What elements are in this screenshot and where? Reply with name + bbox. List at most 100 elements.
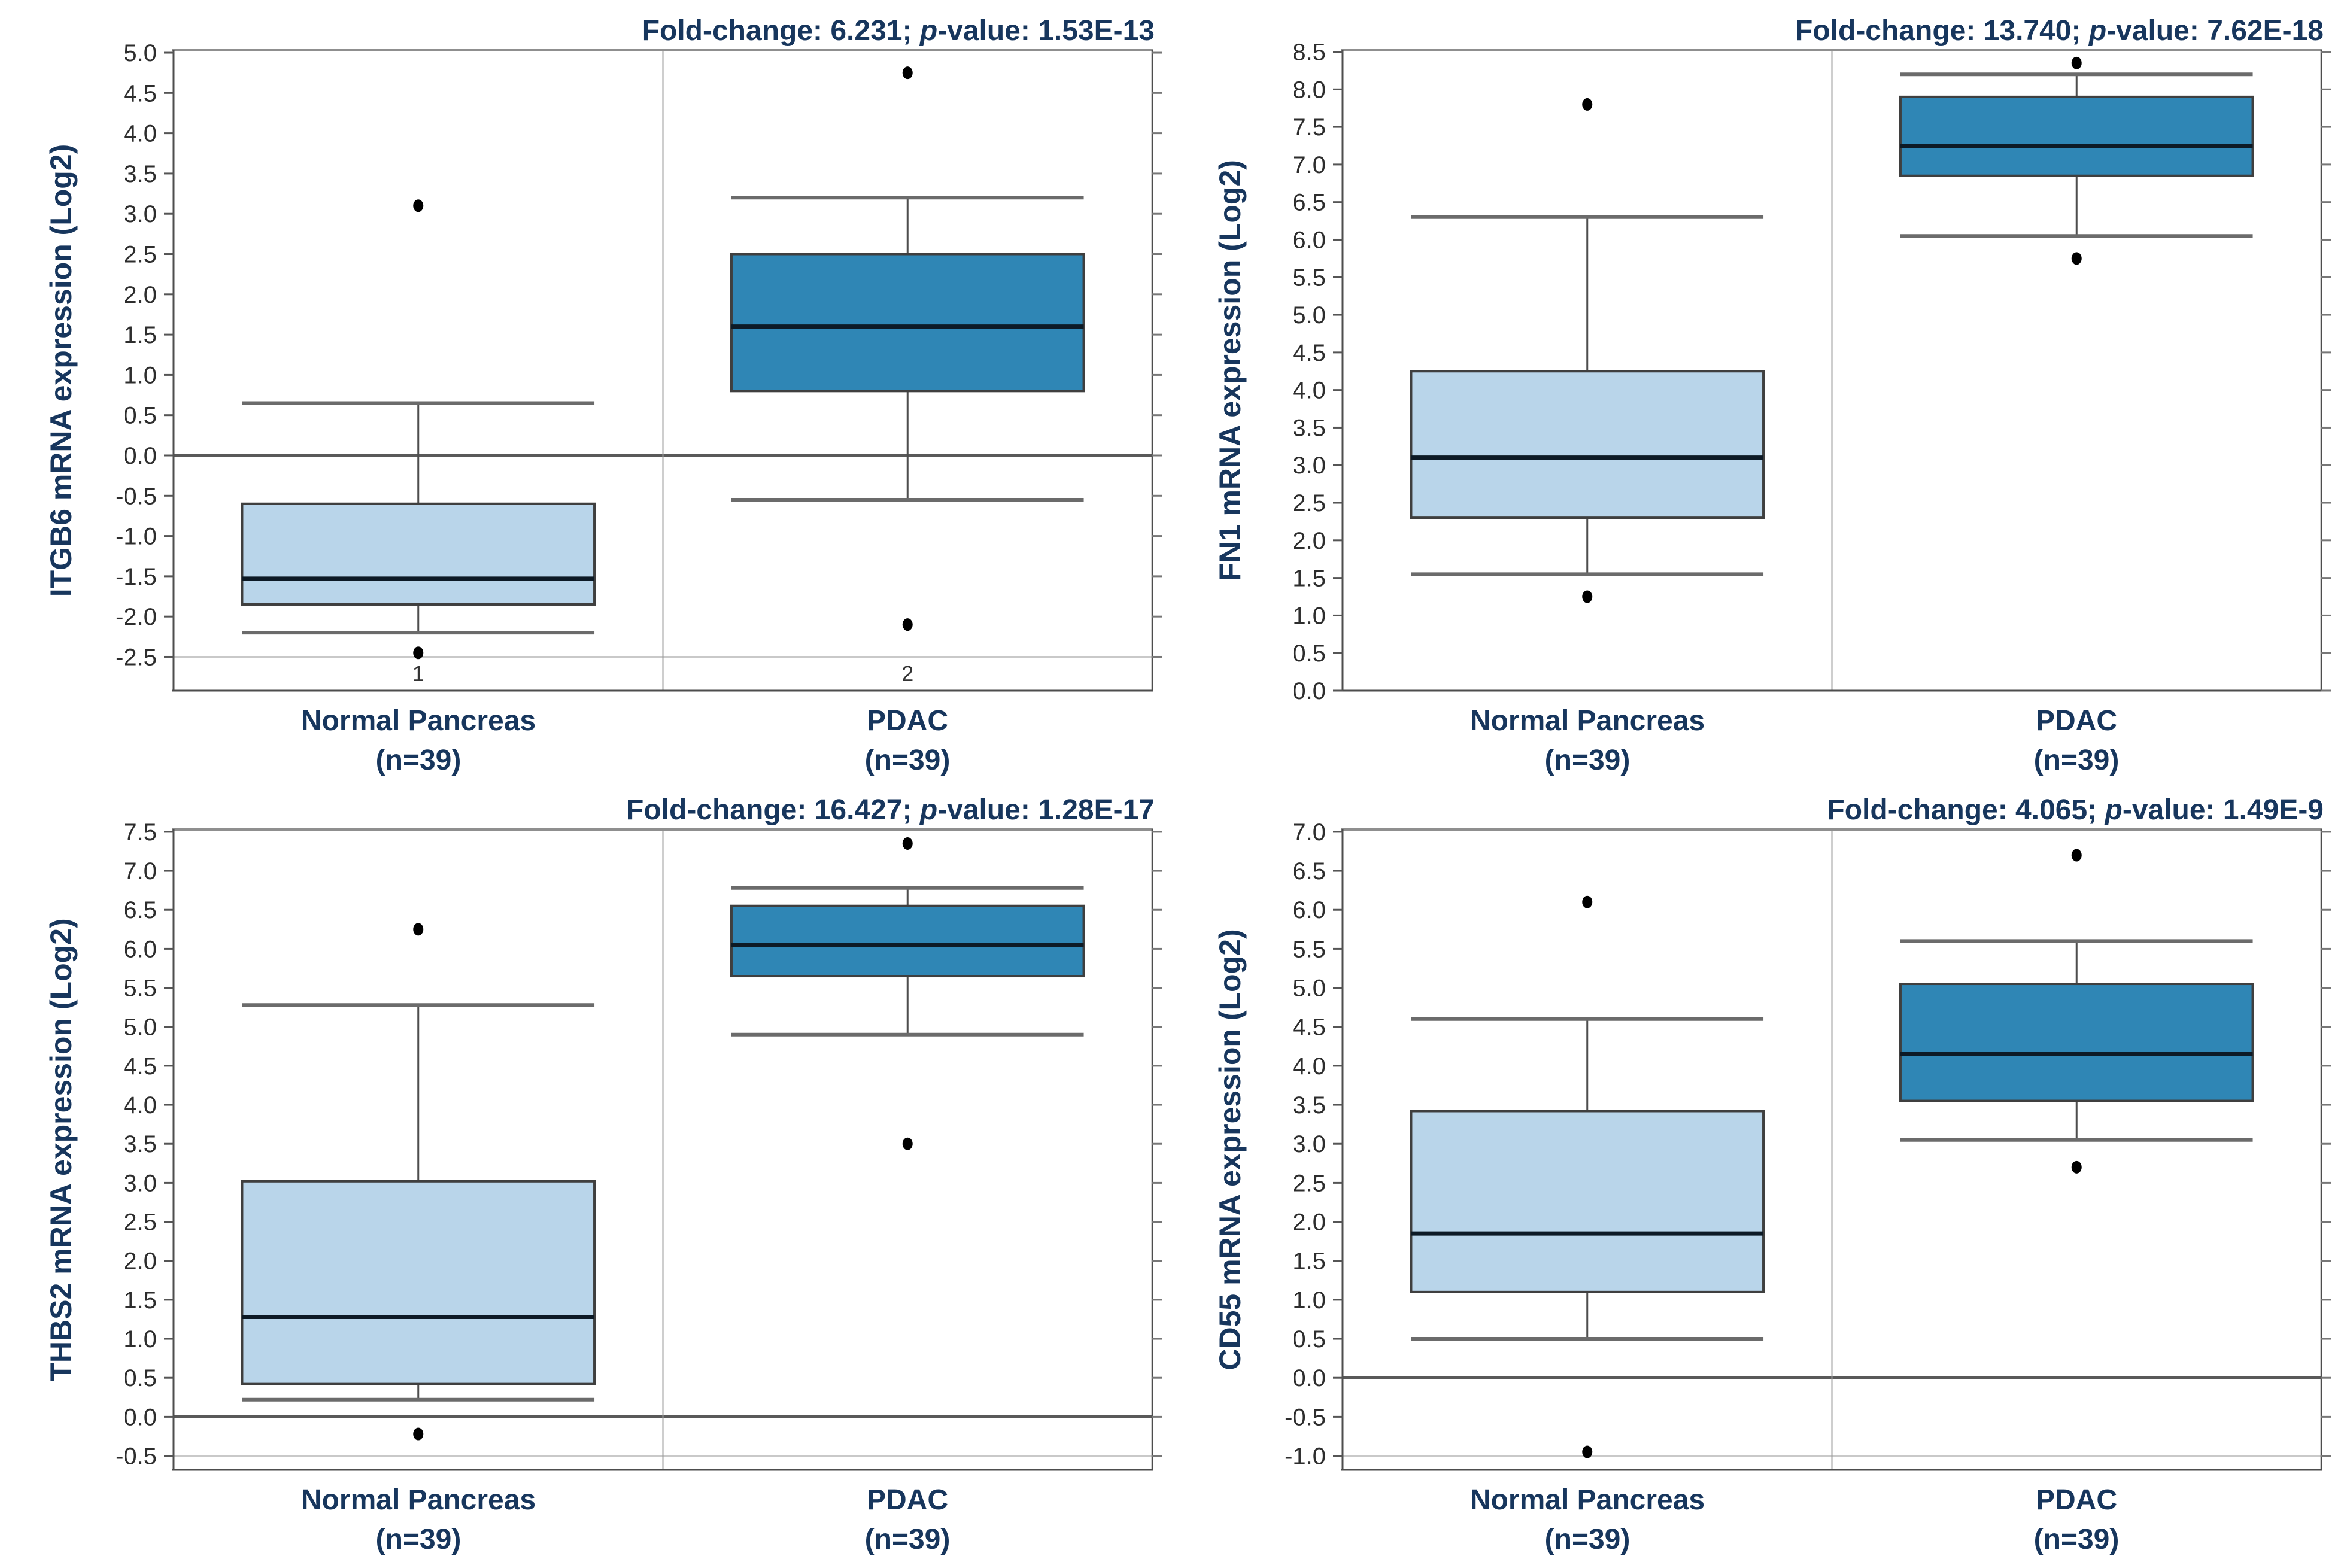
fold-change-value: 4.065 (2015, 794, 2088, 826)
y-tick-label: 6.5 (1292, 858, 1326, 885)
y-tick-label: 1.0 (123, 1326, 157, 1353)
p-value-label: -value: (2122, 794, 2223, 826)
y-tick-label: -1.0 (1285, 1444, 1326, 1470)
fold-change-value: 16.427 (814, 794, 903, 826)
sample-count: (n=39) (2033, 745, 2120, 777)
category-label-normal-pancreas: Normal Pancreas (n=39) (1470, 701, 1705, 780)
y-tick-label: -0.5 (116, 1444, 157, 1470)
y-tick-label: 3.5 (1292, 1092, 1326, 1119)
y-tick-label: 2.0 (1292, 1210, 1326, 1236)
y-tick-label: -1.0 (116, 524, 157, 550)
fold-change-label: Fold-change: (642, 15, 831, 47)
outlier-point (1582, 1445, 1593, 1458)
panel-cd55: Fold-change: 4.065; p-value: 1.49E-9 CD5… (1193, 789, 2338, 1568)
p-label: p (2105, 794, 2123, 826)
iqr-box (1899, 95, 2254, 177)
category-label-normal-pancreas: Normal Pancreas (n=39) (301, 701, 536, 780)
category-name: PDAC (2035, 705, 2117, 737)
y-tick-label: 2.5 (1292, 490, 1326, 516)
outlier-point (2071, 1160, 2082, 1174)
y-tick-label: 3.5 (123, 1131, 157, 1157)
boxplot-canvas-thbs2: 7.5 7.0 6.5 6.0 5.5 5.0 4.5 4.0 3.5 3.0 2.5 2.0 1.5 1… (116, 819, 1162, 1471)
iqr-box (1899, 983, 2254, 1102)
boxplot-canvas-fn1: 8.5 8.0 7.5 7.0 6.5 6.0 5.5 5.0 4.5 4.0 3.5 3.0 2.5 2… (1292, 39, 2331, 704)
y-tick-label: 7.0 (123, 858, 157, 885)
boxplot-canvas-cd55: 7.0 6.5 6.0 5.5 5.0 4.5 4.0 3.5 3.0 2.5 2.0 1.5 1.0 0… (1285, 819, 2331, 1471)
sample-count: (n=39) (2033, 1524, 2120, 1556)
y-tick-label: -1.5 (116, 564, 157, 590)
y-tick-label: 5.5 (1292, 936, 1326, 962)
y-tick-label: 7.0 (1292, 152, 1326, 178)
category-label-normal-pancreas: Normal Pancreas (n=39) (1470, 1481, 1705, 1560)
y-tick-label: 1.5 (1292, 566, 1326, 592)
sample-count: (n=39) (375, 745, 461, 777)
y-tick-label: 6.5 (123, 897, 157, 923)
category-label-normal-pancreas: Normal Pancreas (n=39) (301, 1481, 536, 1560)
category-label-pdac: PDAC (n=39) (2034, 701, 2120, 780)
y-tick-label: -2.0 (116, 604, 157, 630)
y-tick-label: 3.0 (1292, 1131, 1326, 1157)
y-tick-label: 2.5 (1292, 1170, 1326, 1196)
y-tick-label: 0.5 (123, 403, 157, 429)
y-tick-label: 2.5 (123, 1210, 157, 1236)
y-tick-label: 5.5 (123, 976, 157, 1002)
p-label: p (919, 15, 938, 47)
y-tick-label: 6.0 (1292, 227, 1326, 253)
category-label-pdac: PDAC (n=39) (865, 1481, 951, 1560)
outlier-point (902, 66, 913, 80)
y-tick-label: 1.5 (1292, 1248, 1326, 1275)
y-tick-label: 6.0 (1292, 897, 1326, 923)
y-tick-label: 1.5 (123, 1287, 157, 1314)
category-name: Normal Pancreas (1469, 1484, 1705, 1516)
y-tick-label: 6.0 (123, 936, 157, 962)
y-tick-label: 2.0 (1292, 528, 1326, 554)
iqr-box (241, 1180, 596, 1385)
panel-thbs2: Fold-change: 16.427; p-value: 1.28E-17 T… (24, 789, 1193, 1568)
panel-title-fn1: Fold-change: 13.740; p-value: 7.62E-18 (1795, 14, 2324, 47)
iqr-box (1410, 1110, 1765, 1293)
y-tick-label: 2.0 (123, 282, 157, 308)
y-tick-label: 7.5 (123, 819, 157, 846)
category-name: PDAC (2035, 1484, 2117, 1516)
y-tick-label: 5.0 (1292, 302, 1326, 329)
panel-itgb6: Fold-change: 6.231; p-value: 1.53E-13 IT… (24, 10, 1193, 789)
category-label-pdac: PDAC (n=39) (865, 701, 951, 780)
y-tick-label: -0.5 (1285, 1404, 1326, 1430)
p-value: 1.28E-17 (1038, 794, 1155, 826)
y-tick-label: 1.5 (123, 322, 157, 348)
p-value-label: -value: (937, 15, 1039, 47)
outlier-point (413, 1427, 424, 1441)
panel-title-thbs2: Fold-change: 16.427; p-value: 1.28E-17 (626, 794, 1155, 826)
y-tick-label: 3.0 (1292, 452, 1326, 479)
y-tick-label: 0.0 (123, 443, 157, 469)
iqr-box (730, 253, 1085, 393)
outlier-point (1582, 590, 1593, 603)
panel-title-itgb6: Fold-change: 6.231; p-value: 1.53E-13 (642, 14, 1155, 47)
title-separator: ; (2087, 794, 2105, 826)
outlier-point (2071, 252, 2082, 265)
y-tick-label: 4.5 (1292, 1014, 1326, 1041)
y-tick-label: 3.0 (123, 201, 157, 227)
category-name: PDAC (866, 1484, 948, 1516)
fold-change-label: Fold-change: (1827, 794, 2016, 826)
title-separator: ; (902, 794, 920, 826)
y-tick-label: 7.5 (1292, 114, 1326, 141)
outlier-point (902, 1137, 913, 1150)
category-name: Normal Pancreas (1469, 705, 1705, 737)
sample-count: (n=39) (864, 745, 951, 777)
sample-count: (n=39) (375, 1524, 461, 1556)
panel-title-cd55: Fold-change: 4.065; p-value: 1.49E-9 (1827, 794, 2324, 826)
y-tick-label: 0.5 (1292, 640, 1326, 667)
y-tick-label: 4.5 (123, 80, 157, 107)
p-label: p (2088, 15, 2107, 47)
y-tick-label: 8.0 (1292, 77, 1326, 103)
outlier-point (2071, 849, 2082, 862)
y-tick-label: -0.5 (116, 483, 157, 509)
p-label: p (919, 794, 938, 826)
outlier-point (902, 618, 913, 631)
y-tick-label: -2.5 (116, 644, 157, 670)
sample-count: (n=39) (864, 1524, 951, 1556)
panel-fn1: Fold-change: 13.740; p-value: 7.62E-18 F… (1193, 10, 2338, 789)
fold-change-label: Fold-change: (626, 794, 815, 826)
